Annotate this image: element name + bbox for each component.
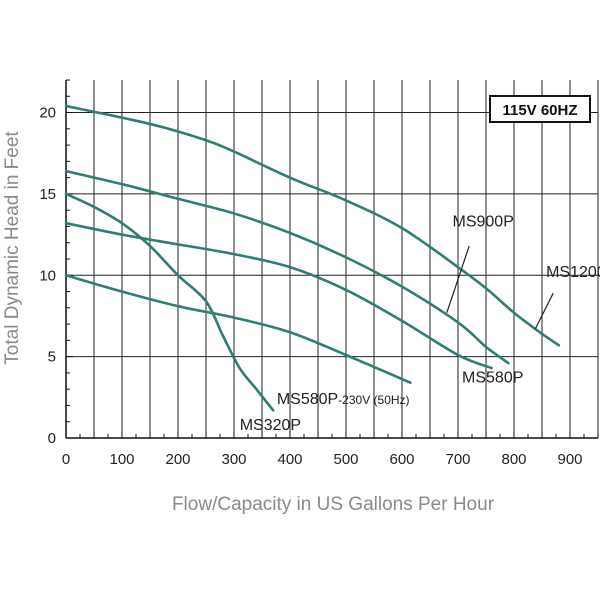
series-label-ms320p: MS320P bbox=[240, 417, 301, 434]
series-line-ms580p-230v bbox=[64, 273, 412, 384]
voltage-badge-box bbox=[489, 95, 591, 123]
series-label-ms580p: MS580P bbox=[462, 370, 523, 387]
x-tick-label: 0 bbox=[62, 451, 70, 468]
voltage-badge: 115V 60HZ bbox=[489, 95, 591, 123]
x-tick-label: 100 bbox=[109, 451, 134, 468]
x-tick-label: 600 bbox=[389, 451, 414, 468]
y-tick-label: 10 bbox=[39, 267, 56, 284]
axes: 0 100 200 300 400 500 600 700 800 900 0 5 10 15 20 bbox=[39, 79, 599, 468]
series-sublabel: -230V (50Hz) bbox=[338, 393, 409, 407]
x-tick-label: 200 bbox=[165, 451, 190, 468]
label-leader-line bbox=[446, 245, 470, 313]
series-line-ms320p bbox=[64, 192, 275, 412]
x-tick-label: 300 bbox=[221, 451, 246, 468]
y-axis-title: Total Dynamic Head in Feet bbox=[2, 131, 23, 365]
y-tick-label: 5 bbox=[48, 349, 56, 366]
series-line-ms900p bbox=[64, 169, 510, 365]
y-tick-label: 15 bbox=[39, 186, 56, 203]
series-label-ms1200p: MS1200P bbox=[546, 264, 600, 281]
x-tick-label: 800 bbox=[501, 451, 526, 468]
y-tick-label: 0 bbox=[48, 430, 56, 447]
series-line-ms1200p bbox=[64, 104, 561, 347]
series-lines bbox=[64, 104, 561, 412]
x-tick-label: 700 bbox=[445, 451, 470, 468]
label-leader-line bbox=[534, 292, 554, 330]
series-label-ms900p: MS900P bbox=[453, 213, 514, 230]
series-label-ms580p: MS580P-230V (50Hz) bbox=[277, 391, 410, 408]
x-tick-label: 900 bbox=[557, 451, 582, 468]
series-labels: MS1200P MS900P MS580P MS580P-230V (50Hz) MS3… bbox=[240, 213, 600, 433]
y-tick-label: 20 bbox=[39, 105, 56, 122]
voltage-badge-text: 115V 60HZ bbox=[502, 102, 577, 119]
x-tick-label: 500 bbox=[333, 451, 358, 468]
x-axis-title: Flow/Capacity in US Gallons Per Hour bbox=[172, 494, 495, 515]
x-tick-label: 400 bbox=[277, 451, 302, 468]
